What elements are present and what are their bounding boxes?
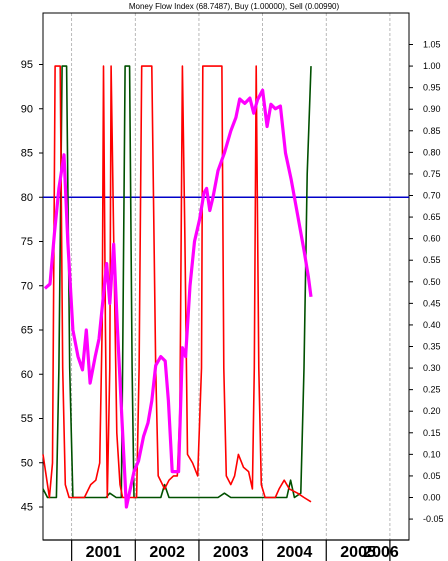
chart-title: Money Flow Index (68.7487), Buy (1.00000… (129, 2, 340, 11)
year-label-2001: 2001 (86, 544, 122, 561)
left-tick-label-60: 60 (21, 369, 33, 381)
left-tick-label-90: 90 (21, 103, 33, 115)
left-tick-label-65: 65 (21, 325, 33, 337)
right-tick-label-0.70: 0.70 (423, 191, 441, 201)
right-tick-label-0.50: 0.50 (423, 277, 441, 287)
left-tick-label-45: 45 (21, 502, 33, 514)
right-tick-label-0.15: 0.15 (423, 428, 441, 438)
right-tick-label-0.45: 0.45 (423, 298, 441, 308)
right-tick-label-0.65: 0.65 (423, 212, 441, 222)
right-tick-label-0.80: 0.80 (423, 147, 441, 157)
right-tick-label-0.40: 0.40 (423, 320, 441, 330)
year-label-2003: 2003 (213, 544, 249, 561)
left-tick-label-80: 80 (21, 192, 33, 204)
right-tick-label--0.05: -0.05 (423, 514, 444, 524)
right-tick-label-0.60: 0.60 (423, 234, 441, 244)
right-tick-label-0.10: 0.10 (423, 449, 441, 459)
right-tick-label-0.75: 0.75 (423, 169, 441, 179)
year-label-2006: 2006 (363, 544, 399, 561)
series-sell-line (42, 65, 312, 503)
right-tick-label-0.00: 0.00 (423, 493, 441, 503)
series-mfi-line (43, 88, 313, 509)
grid-lines (71, 13, 391, 540)
right-tick-label-1.00: 1.00 (423, 61, 441, 71)
right-tick-label-0.95: 0.95 (423, 83, 441, 93)
right-tick-label-0.35: 0.35 (423, 342, 441, 352)
right-tick-label-0.30: 0.30 (423, 363, 441, 373)
tick-labels: 45 50 55 60 65 70 75 80 85 90 95 1.05 1.00 0.95 0.90 0.… (21, 40, 444, 525)
year-label-2002: 2002 (149, 544, 185, 561)
series-lines (42, 65, 409, 509)
left-tick-label-75: 75 (21, 236, 33, 248)
year-label-2004: 2004 (277, 544, 313, 561)
left-tick-label-85: 85 (21, 148, 33, 160)
year-label-2005: 2005 (340, 544, 376, 561)
right-tick-label-0.25: 0.25 (423, 385, 441, 395)
right-tick-label-1.05: 1.05 (423, 40, 441, 50)
right-tick-label-0.90: 0.90 (423, 104, 441, 114)
right-tick-label-0.85: 0.85 (423, 126, 441, 136)
series-buy-line (42, 65, 312, 499)
left-tick-label-55: 55 (21, 413, 33, 425)
right-tick-label-0.55: 0.55 (423, 255, 441, 265)
left-tick-label-50: 50 (21, 457, 33, 469)
right-tick-label-0.20: 0.20 (423, 406, 441, 416)
left-tick-label-70: 70 (21, 280, 33, 292)
left-tick-label-95: 95 (21, 59, 33, 71)
right-tick-label-0.05: 0.05 (423, 471, 441, 481)
